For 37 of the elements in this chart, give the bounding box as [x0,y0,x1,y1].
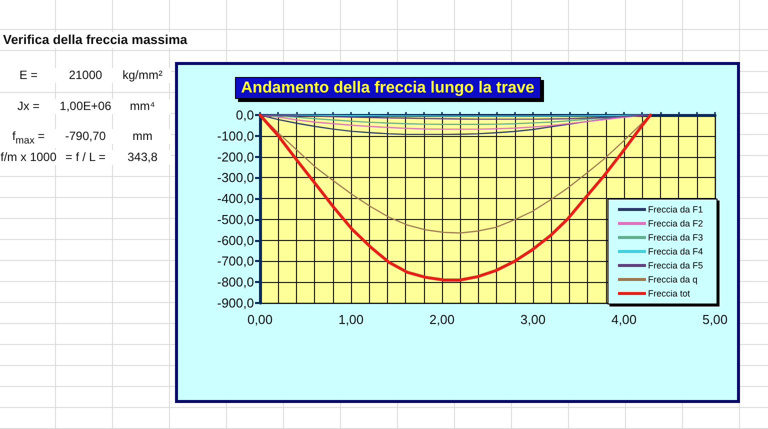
legend-label: Freccia da F4 [648,246,704,256]
text: Verifica della freccia massima [3,32,188,48]
text: = f / L = [57,150,114,165]
y-tick-label: -500,0 [217,212,254,227]
legend-label: Freccia da F2 [648,218,704,228]
text: mm⁴ [114,99,171,114]
y-tick-label: -600,0 [217,232,254,248]
text: kg/mm² [114,68,171,83]
x-tick-label: 0,00 [247,312,273,327]
text: 343,8 [114,150,171,165]
text: 1,00E+06 [57,99,114,114]
text: 21000 [57,68,114,83]
y-tick-label: -700,0 [217,254,254,269]
legend-label: Freccia da F3 [648,232,704,242]
text: E = [0,68,57,83]
y-tick-label: -100,0 [217,128,254,144]
y-tick-label: -200,0 [217,149,254,164]
y-tick-label: 0,0 [236,108,254,122]
x-tick-label: 2,00 [429,312,455,327]
legend-label: Freccia da F1 [648,204,704,214]
legend-label: Freccia tot [648,288,690,298]
chart-title: Andamento della freccia lungo la trave [241,80,535,96]
x-tick-label: 1,00 [338,312,364,327]
x-tick-label: 5,00 [702,312,728,327]
y-tick-label: -900,0 [217,296,254,310]
x-tick-label: 3,00 [520,312,546,327]
legend-label: Freccia da F5 [648,260,704,270]
text: mm [114,129,171,144]
text: Jx = [0,99,57,114]
x-tick-label: 4,00 [611,312,637,327]
y-tick-label: -800,0 [217,274,254,290]
y-tick-label: -300,0 [217,170,254,186]
text: f$_{max}$ = [0,129,57,148]
legend-label: Freccia da q [648,274,698,284]
y-tick-label: -400,0 [217,191,254,206]
text: -790,70 [57,129,114,144]
text: f/m x 1000 [0,150,57,165]
